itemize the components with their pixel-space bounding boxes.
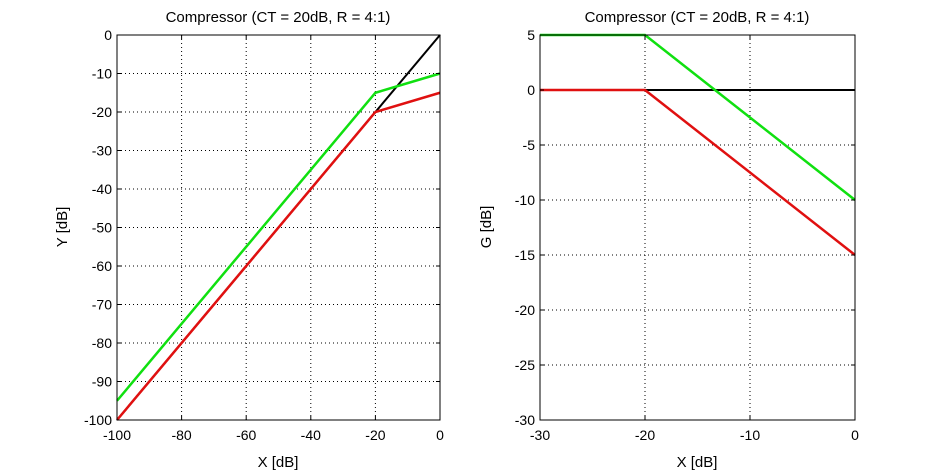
x-tick-label: -20 (635, 427, 655, 443)
x-tick-label: -60 (236, 427, 256, 443)
x-tick-label: -100 (103, 427, 131, 443)
compressor-output-plot: Compressor (CT = 20dB, R = 4:1) X [dB] Y… (54, 9, 444, 471)
grid (117, 35, 440, 420)
y-tick-label: -20 (515, 302, 535, 318)
y-tick-label: -10 (515, 192, 535, 208)
y-tick-label: -15 (515, 247, 535, 263)
y-tick-label: 5 (527, 27, 535, 43)
y-tick-label: 0 (104, 27, 112, 43)
plot-title: Compressor (CT = 20dB, R = 4:1) (585, 9, 810, 26)
y-tick-label: -10 (92, 66, 112, 82)
x-tick-label: -10 (740, 427, 760, 443)
compressor-gain-plot: Compressor (CT = 20dB, R = 4:1) X [dB] G… (478, 9, 859, 471)
y-tick-label: -50 (92, 220, 112, 236)
x-tick-label: -30 (530, 427, 550, 443)
plot-frame (539, 34, 856, 421)
y-tick-label: -100 (84, 412, 112, 428)
x-axis-label: X [dB] (677, 454, 718, 471)
x-tick-label: -40 (301, 427, 321, 443)
y-tick-label: -30 (515, 412, 535, 428)
series-line-2 (116, 72, 441, 402)
y-tick-label: -25 (515, 357, 535, 373)
y-tick-label: -90 (92, 374, 112, 390)
x-tick-label: -80 (171, 427, 191, 443)
grid (540, 35, 855, 420)
y-tick-label: -5 (523, 137, 536, 153)
x-tick-label: -20 (365, 427, 385, 443)
series-line-1 (540, 33, 856, 201)
y-tick-label: -40 (92, 181, 112, 197)
x-tick-label: 0 (436, 427, 444, 443)
y-axis-label: Y [dB] (54, 207, 71, 248)
y-tick-label: 0 (527, 82, 535, 98)
series-line-1 (116, 91, 441, 421)
y-tick-label: -80 (92, 335, 112, 351)
y-tick-label: -60 (92, 258, 112, 274)
y-tick-label: -30 (92, 143, 112, 159)
plot-title: Compressor (CT = 20dB, R = 4:1) (166, 9, 391, 26)
series-line-2 (540, 88, 856, 256)
y-tick-label: -20 (92, 104, 112, 120)
y-axis-label: G [dB] (478, 206, 495, 249)
x-axis-label: X [dB] (258, 454, 299, 471)
y-tick-label: -70 (92, 297, 112, 313)
x-tick-label: 0 (851, 427, 859, 443)
